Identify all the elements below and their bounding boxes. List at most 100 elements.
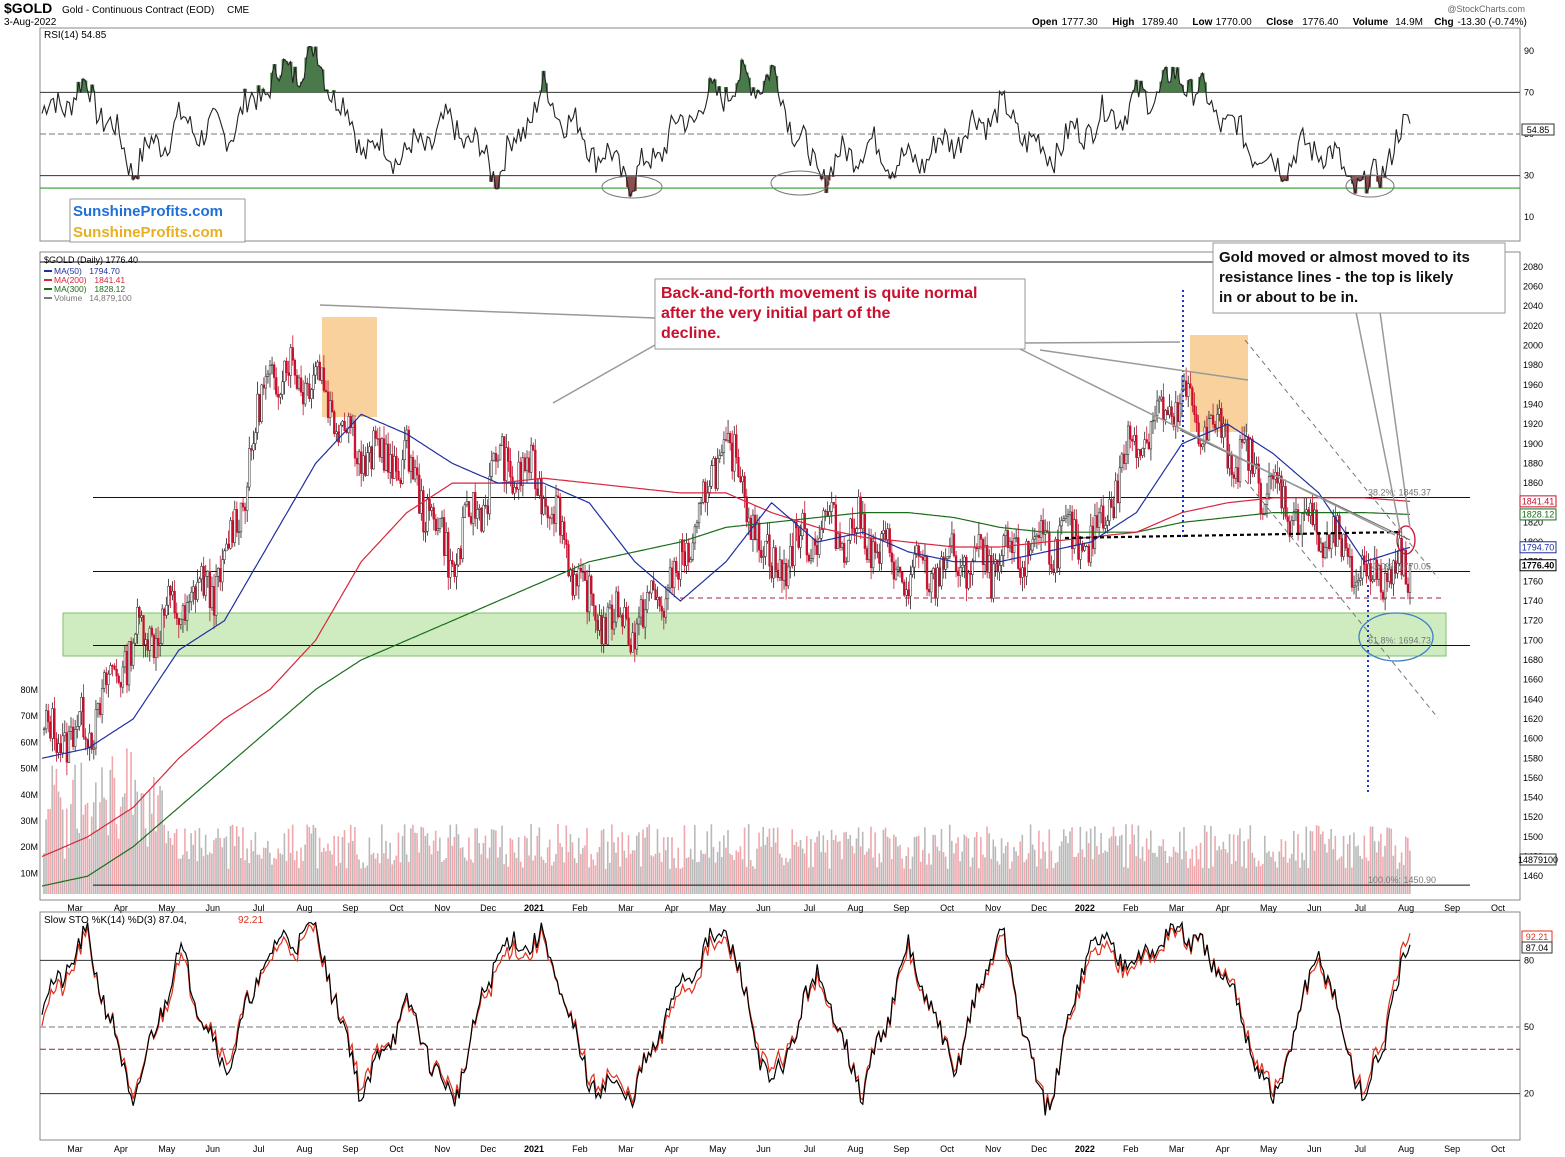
volume-bar bbox=[345, 868, 348, 894]
candle-body bbox=[1035, 534, 1039, 537]
candle-body bbox=[679, 539, 682, 580]
candle-body bbox=[1236, 467, 1240, 483]
candle-body bbox=[1116, 480, 1119, 504]
candle-body bbox=[90, 732, 93, 750]
volume-bar bbox=[1135, 856, 1138, 894]
candle-body bbox=[420, 490, 423, 514]
volume-bar bbox=[1154, 852, 1156, 894]
candle-body bbox=[127, 641, 131, 686]
volume-bar bbox=[1290, 853, 1293, 894]
volume-bar bbox=[1361, 858, 1364, 894]
candle-body bbox=[227, 543, 230, 549]
volume-bar bbox=[1139, 858, 1142, 894]
volume-bar bbox=[186, 851, 188, 894]
candle-body bbox=[849, 518, 852, 541]
volume-bar bbox=[84, 804, 87, 894]
candle-body bbox=[349, 416, 352, 428]
volume-bar bbox=[1050, 850, 1053, 894]
volume-bar bbox=[1276, 867, 1279, 894]
candle-body bbox=[258, 393, 261, 423]
volume-bar bbox=[635, 835, 638, 894]
candle-body bbox=[1112, 506, 1115, 519]
volume-bar bbox=[88, 838, 91, 894]
volume-bar bbox=[260, 858, 263, 894]
candle-body bbox=[747, 517, 750, 523]
volume-bar bbox=[148, 789, 151, 894]
candle-body bbox=[461, 517, 464, 560]
volume-bar bbox=[1243, 841, 1245, 894]
volume-bar bbox=[503, 864, 505, 894]
stoch-title-d: 92.21 bbox=[238, 915, 263, 926]
volume-bar bbox=[453, 836, 456, 894]
candle-body bbox=[1383, 573, 1387, 600]
candle-body bbox=[733, 434, 736, 472]
volume-bar bbox=[119, 806, 122, 894]
candle-body bbox=[256, 393, 259, 433]
volume-bar bbox=[1351, 867, 1353, 894]
candle-body bbox=[1330, 533, 1333, 550]
candle-body bbox=[246, 486, 249, 511]
candle-body bbox=[629, 645, 632, 653]
volume-bar bbox=[337, 836, 340, 894]
candle-body bbox=[308, 383, 311, 399]
candle-body bbox=[194, 586, 197, 600]
candle-body bbox=[1070, 511, 1074, 550]
candle-body bbox=[830, 502, 833, 512]
candle-body bbox=[836, 533, 840, 549]
volume-bar bbox=[1409, 850, 1411, 894]
volume-bar bbox=[1348, 835, 1351, 894]
volume-bar bbox=[291, 824, 294, 894]
volume-bar bbox=[1158, 845, 1160, 894]
x-axis-label-bottom: Sep bbox=[893, 1144, 909, 1154]
candle-body bbox=[1359, 577, 1362, 581]
ohlc-label: High bbox=[1112, 17, 1134, 28]
candle-body bbox=[621, 614, 624, 627]
candle-body bbox=[103, 672, 106, 689]
candle-body bbox=[482, 504, 485, 532]
x-axis-label: 2022 bbox=[1075, 903, 1095, 913]
candle-body bbox=[1408, 565, 1412, 593]
candle-body bbox=[82, 696, 85, 738]
candle-body bbox=[1400, 537, 1403, 576]
candle-body bbox=[1079, 543, 1082, 560]
candle-body bbox=[1050, 564, 1053, 570]
price-value-label: 1776.40 bbox=[1522, 560, 1555, 570]
candle-body bbox=[217, 568, 220, 577]
price-tick-label: 1620 bbox=[1523, 714, 1543, 724]
price-candles bbox=[42, 335, 1412, 776]
candle-body bbox=[416, 467, 419, 476]
candle-body bbox=[1100, 505, 1103, 514]
volume-bar bbox=[314, 827, 317, 894]
volume-bar bbox=[886, 836, 889, 894]
candle-body bbox=[979, 534, 983, 540]
logo-text-blue: SunshineProfits.com bbox=[73, 203, 223, 220]
candle-body bbox=[1272, 475, 1275, 480]
volume-bar bbox=[327, 843, 329, 894]
volume-bar bbox=[617, 837, 619, 894]
volume-bar bbox=[1293, 830, 1295, 894]
candle-body bbox=[59, 743, 62, 754]
candle-body bbox=[952, 533, 956, 556]
candle-body bbox=[1305, 509, 1308, 513]
volume-bar bbox=[59, 797, 62, 894]
volume-bar bbox=[130, 752, 132, 894]
volume-bar bbox=[463, 857, 466, 894]
ma300-line bbox=[41, 512, 1411, 887]
candle-body bbox=[654, 589, 657, 601]
candle-body bbox=[799, 535, 802, 548]
volume-bar bbox=[157, 795, 159, 894]
volume-bar bbox=[474, 828, 476, 894]
volume-bar bbox=[749, 860, 752, 894]
candle-body bbox=[374, 430, 377, 439]
volume-bar bbox=[940, 828, 943, 894]
volume-bar bbox=[820, 851, 823, 894]
volume-bar bbox=[866, 851, 868, 894]
volume-bar bbox=[320, 852, 323, 894]
volume-bar bbox=[1396, 868, 1399, 894]
volume-bar bbox=[870, 826, 872, 894]
x-axis-label: Jun bbox=[1307, 903, 1322, 913]
candle-body bbox=[484, 504, 487, 507]
candle-body bbox=[163, 608, 166, 616]
volume-bar bbox=[457, 834, 460, 894]
